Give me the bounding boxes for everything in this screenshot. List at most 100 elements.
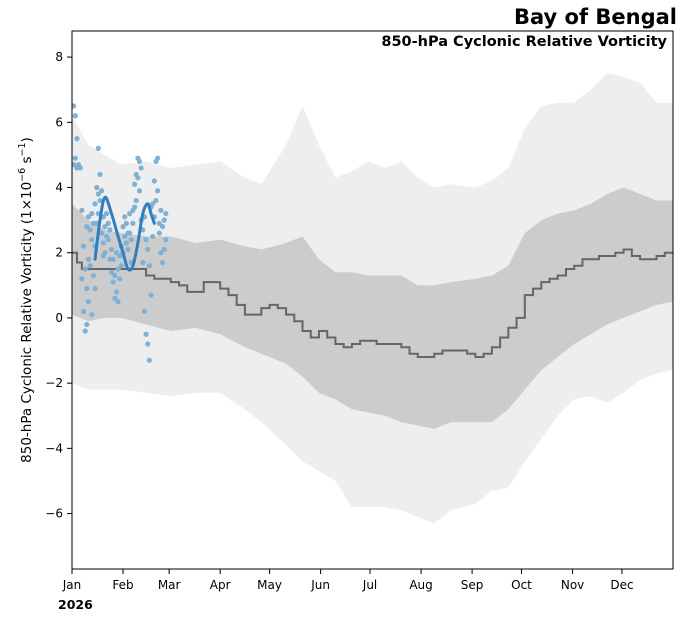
observed-point: [155, 188, 161, 194]
observed-point: [135, 175, 141, 181]
y-tick-label: −6: [45, 507, 63, 521]
observed-point: [143, 237, 149, 243]
observed-point: [72, 113, 78, 119]
y-tick-label: 2: [55, 246, 63, 260]
observed-point: [150, 233, 156, 240]
observed-point: [80, 243, 87, 249]
observed-point: [145, 341, 151, 347]
observed-point: [72, 103, 77, 109]
chart-title: Bay of Bengal: [514, 5, 677, 29]
observed-point: [161, 246, 167, 253]
plot-content: [72, 73, 673, 524]
observed-point: [130, 220, 136, 226]
observed-point: [95, 191, 101, 197]
observed-point: [143, 331, 149, 337]
observed-point: [117, 253, 123, 259]
inner-percentile-band: [72, 187, 673, 429]
observed-point: [163, 237, 169, 243]
observed-point: [138, 165, 144, 171]
observed-point: [131, 181, 138, 187]
observed-point: [120, 224, 126, 230]
y-axis-label: 850-hPa Cyclonic Relative Vorticity (1×1…: [17, 137, 35, 463]
observed-point: [108, 246, 115, 253]
observed-point: [125, 246, 131, 253]
observed-point: [102, 250, 108, 256]
x-tick-label: Dec: [610, 578, 633, 592]
observed-point: [159, 224, 166, 230]
observed-point: [150, 201, 156, 207]
observed-point: [136, 158, 143, 165]
x-tick-label: Mar: [158, 578, 181, 592]
observed-point: [146, 263, 152, 269]
climatology-line: [72, 248, 673, 359]
x-tick-label: Apr: [210, 578, 231, 592]
observed-point: [131, 204, 138, 210]
observed-point: [122, 233, 128, 240]
observed-point: [82, 328, 88, 334]
observed-point: [159, 259, 166, 266]
x-tick-label: Jan: [62, 578, 82, 592]
observed-point: [85, 256, 92, 262]
x-tick-label: Nov: [561, 578, 584, 592]
y-axis-label-unit-exp: −1: [17, 142, 28, 156]
observed-point: [97, 197, 103, 204]
observed-point: [127, 210, 133, 217]
observed-point: [84, 285, 90, 292]
chart-subtitle: 850-hPa Cyclonic Relative Vorticity: [381, 34, 667, 50]
y-axis-label-main: 850-hPa Cyclonic Relative Vorticity (1×1…: [19, 182, 35, 463]
axes: −6 −4 −2 0 2 4 6 8 Jan Feb Mar Apr May Jun Jul Aug Sep Oc…: [45, 30, 674, 592]
observed-point: [84, 224, 90, 230]
observed-point: [113, 289, 120, 295]
observed-point: [102, 224, 108, 230]
observed-point: [74, 136, 80, 142]
observed-point: [115, 266, 121, 272]
y-tick-label: −2: [45, 376, 63, 390]
observed-point: [80, 308, 87, 315]
observed-point: [155, 155, 161, 161]
observed-point: [136, 188, 143, 194]
observed-point: [163, 210, 169, 217]
observed-point: [72, 162, 77, 168]
observed-point: [90, 272, 97, 279]
observed-point: [89, 210, 95, 217]
y-tick-label: −4: [45, 441, 63, 455]
observed-point: [99, 230, 105, 236]
observed-point: [151, 178, 157, 184]
observed-point: [161, 217, 167, 223]
observed-point: [82, 266, 88, 272]
observed-point: [103, 210, 110, 217]
observed-point: [108, 269, 115, 275]
observed-smoothed-line: [93, 195, 156, 272]
x-tick-label: Aug: [409, 578, 432, 592]
observed-point: [110, 256, 116, 262]
observed-point: [145, 246, 151, 253]
plot-area: [72, 73, 673, 524]
observed-point: [158, 250, 164, 256]
x-tick-label: Jul: [362, 578, 377, 592]
observed-point: [89, 312, 95, 318]
observed-point: [156, 220, 162, 226]
plot-frame: [71, 30, 674, 570]
observed-point: [87, 227, 93, 233]
x-tick-label: Sep: [461, 578, 484, 592]
observed-point: [146, 357, 152, 363]
observed-point: [79, 207, 85, 213]
observed-point: [105, 237, 111, 243]
y-tick-label: 4: [55, 181, 63, 195]
observed-point: [110, 279, 116, 285]
observed-point: [122, 214, 128, 220]
observed-point: [117, 276, 123, 282]
y-axis-label-exp: −6: [17, 168, 28, 182]
observed-point: [113, 250, 120, 256]
observed-point: [133, 197, 139, 204]
observed-point: [118, 263, 124, 269]
observed-point: [87, 263, 93, 269]
observed-point: [92, 285, 98, 292]
observed-point: [128, 237, 134, 243]
observed-point: [127, 230, 133, 236]
observed-point: [105, 220, 111, 226]
observed-point: [156, 230, 162, 236]
observed-point: [84, 321, 90, 328]
observed-point: [158, 207, 164, 213]
